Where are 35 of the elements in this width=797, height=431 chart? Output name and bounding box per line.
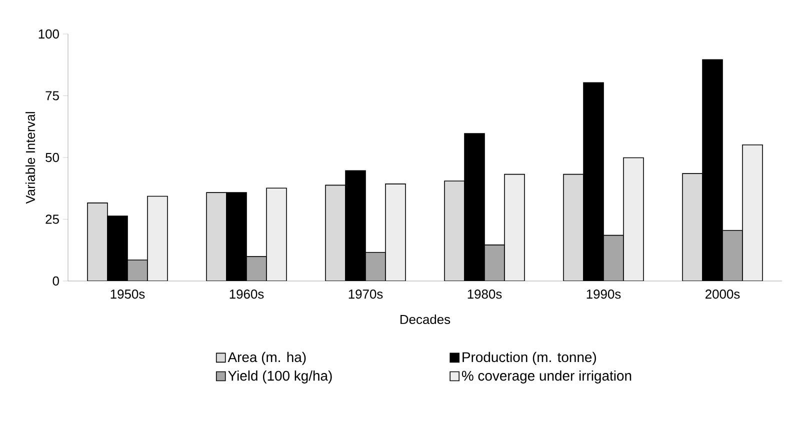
legend-label: Area (m. ha)	[228, 352, 306, 365]
legend-label: % coverage under irrigation	[462, 370, 632, 384]
x-tick-label: 1990s	[586, 290, 621, 299]
bar	[87, 202, 108, 281]
bar	[147, 196, 168, 281]
bar	[484, 244, 505, 281]
bar	[742, 144, 763, 281]
bar	[325, 184, 346, 281]
bar	[722, 230, 743, 281]
x-tick-label: 2000s	[706, 290, 740, 299]
bar	[563, 174, 584, 281]
bar	[682, 173, 703, 281]
bar	[246, 256, 267, 281]
bar	[444, 180, 465, 281]
bar	[266, 188, 287, 281]
y-tick-label: 50	[46, 152, 59, 162]
bar	[206, 192, 227, 281]
y-tick-label: 75	[46, 91, 59, 100]
bar	[385, 184, 406, 281]
bar	[127, 260, 148, 281]
bar	[504, 174, 525, 281]
y-tick-label: 0	[52, 276, 59, 286]
legend-label: Production (m. tonne)	[462, 352, 596, 365]
legend-label: Yield (100 kg/ha)	[228, 370, 332, 384]
bar	[603, 234, 624, 281]
y-tick-label: 100	[38, 29, 59, 39]
x-tick-label: 1960s	[230, 290, 264, 299]
x-tick-label: 1970s	[348, 290, 383, 299]
bar	[623, 157, 644, 281]
x-tick-label: 1980s	[468, 290, 502, 299]
bar	[365, 252, 386, 281]
y-tick-label: 25	[46, 214, 59, 224]
y-axis-title: Variable Interval	[26, 112, 36, 204]
x-tick-label: 1950s	[110, 290, 145, 299]
x-axis-title: Decades	[400, 314, 450, 324]
